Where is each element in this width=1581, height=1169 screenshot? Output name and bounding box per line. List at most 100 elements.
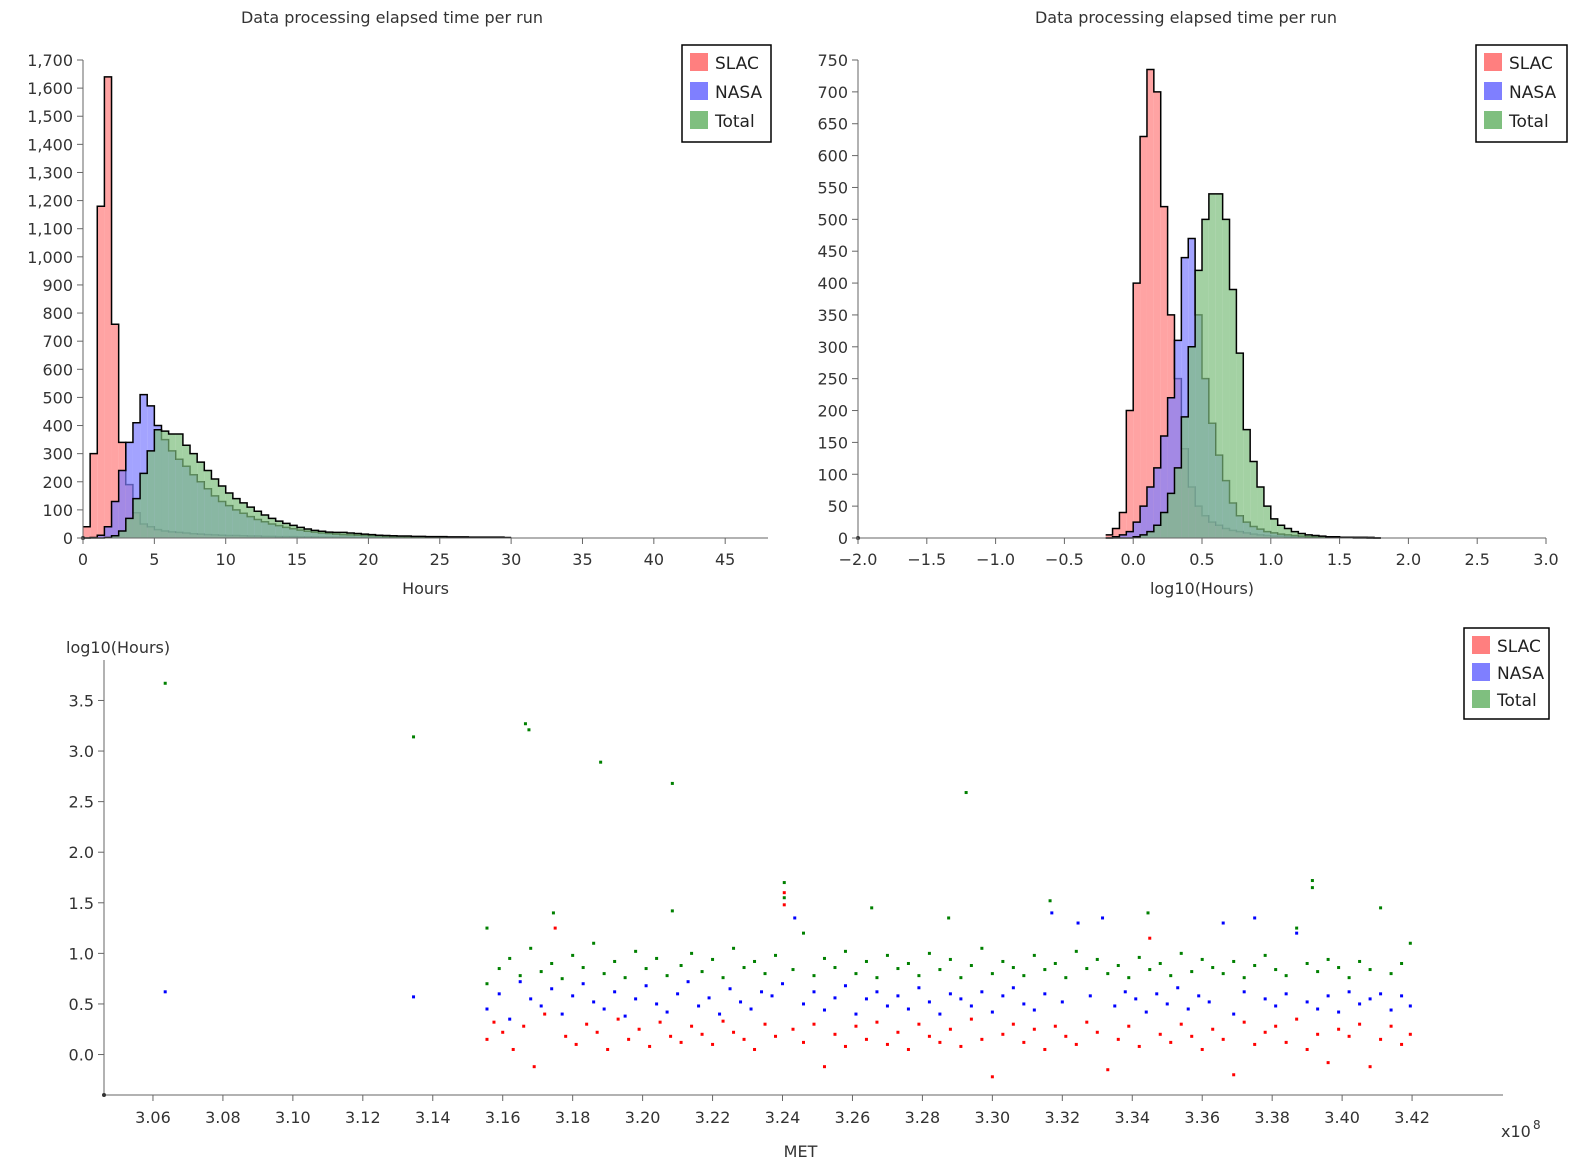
scatter-point: [485, 1037, 489, 1041]
scatter-point: [497, 967, 501, 971]
series-nasa: [163, 911, 1412, 1021]
legend-swatch-nasa: [1484, 82, 1502, 100]
scatter-point: [412, 735, 416, 739]
x-tick-label: 3.06: [135, 1108, 171, 1127]
x-tick-label: 3.08: [205, 1108, 241, 1127]
x-axis-label: log10(Hours): [1150, 579, 1254, 598]
scatter-point: [492, 1020, 496, 1024]
x-tick-label: 0.0: [1120, 550, 1145, 569]
scatter-point: [637, 1027, 641, 1031]
scatter-point: [782, 903, 786, 907]
scatter-point: [822, 956, 826, 960]
scatter-point: [1316, 1007, 1320, 1011]
x-axis-multiplier: x10: [1501, 1122, 1531, 1141]
scatter-point: [875, 976, 879, 980]
histogram-bar: [1312, 535, 1319, 538]
scatter-point: [616, 1017, 620, 1021]
histogram-bar: [389, 535, 397, 538]
scatter-point: [1274, 1024, 1278, 1028]
scatter-point: [602, 972, 606, 976]
scatter-point: [864, 997, 868, 1001]
histogram-bar: [83, 526, 91, 538]
scatter-point: [634, 997, 638, 1001]
scatter-point: [753, 1047, 757, 1051]
scatter-point: [1389, 972, 1393, 976]
scatter-point: [1295, 1017, 1299, 1021]
scatter-point: [553, 926, 557, 930]
histogram-bar: [1119, 534, 1127, 538]
histogram-bar: [354, 533, 362, 538]
scatter-point: [948, 992, 952, 996]
y-tick-label: 800: [42, 304, 73, 323]
scatter-point: [990, 972, 994, 976]
legend-label-nasa: NASA: [715, 83, 762, 103]
scatter-point: [1001, 994, 1005, 998]
scatter-point: [980, 1037, 984, 1041]
legend-label-nasa: NASA: [1509, 83, 1556, 103]
scatter-point: [1284, 992, 1288, 996]
histogram-bar: [1146, 487, 1154, 538]
series-slac: [485, 891, 1412, 1079]
histogram-bar: [1181, 257, 1189, 538]
scatter-point: [802, 1002, 805, 1006]
scatter-point: [592, 941, 596, 945]
histogram-bar: [1160, 206, 1168, 538]
x-tick-label: 20: [358, 550, 378, 569]
scatter-point: [1043, 968, 1047, 972]
y-tick-label: 350: [817, 306, 848, 325]
y-tick-label: 50: [828, 497, 848, 516]
scatter-point: [1253, 964, 1257, 968]
scatter-point: [163, 681, 167, 685]
y-tick-label: 550: [817, 178, 848, 197]
scatter-point: [1326, 957, 1330, 961]
scatter-point: [875, 990, 879, 994]
scatter-point: [1043, 1047, 1047, 1051]
histogram-bar: [1167, 397, 1175, 538]
scatter-point: [551, 911, 555, 915]
histogram-bar: [232, 498, 240, 538]
scatter-point: [1158, 961, 1162, 965]
y-tick-label: 500: [42, 388, 73, 407]
scatter-point: [690, 951, 694, 955]
x-tick-label: 0.5: [1189, 550, 1214, 569]
histogram-bar: [104, 526, 112, 538]
y-tick-label: 1,500: [27, 107, 73, 126]
scatter-point: [1347, 976, 1351, 980]
x-tick-label: 3.16: [485, 1108, 521, 1127]
y-tick-label: 300: [817, 338, 848, 357]
scatter-point: [1316, 1032, 1320, 1036]
y-tick-label: 3.5: [69, 691, 94, 710]
histogram-bar: [1222, 219, 1230, 539]
scatter-point: [938, 1012, 942, 1016]
x-tick-label: 3.28: [905, 1108, 941, 1127]
y-tick-label: 200: [817, 402, 848, 421]
y-tick-label: 0: [838, 529, 848, 548]
scatter-point: [1400, 1042, 1404, 1046]
histogram-bar: [118, 470, 126, 538]
scatter-point: [1022, 1002, 1026, 1006]
scatter-point: [1368, 997, 1372, 1001]
y-tick-label: 0.5: [69, 995, 94, 1014]
histogram-bar: [297, 527, 305, 538]
scatter-point: [508, 956, 512, 960]
x-tick-label: 3.42: [1394, 1108, 1430, 1127]
scatter-point: [1088, 994, 1092, 998]
scatter-point: [592, 1000, 596, 1004]
scatter-point: [518, 980, 522, 984]
histogram-bar: [418, 536, 426, 538]
scatter-point: [1232, 1012, 1236, 1016]
y-tick-label: 1,000: [27, 248, 73, 267]
histogram-bar: [1174, 340, 1182, 538]
scatter-point: [1389, 1008, 1393, 1012]
y-axis-label: log10(Hours): [66, 638, 170, 657]
legend-label-nasa: NASA: [1497, 664, 1544, 684]
scatter-point: [782, 891, 786, 895]
scatter-point: [690, 1024, 694, 1028]
scatter-point: [623, 976, 627, 980]
scatter-point: [1113, 1004, 1117, 1008]
histogram-bar: [111, 324, 119, 538]
scatter-point: [1101, 916, 1105, 920]
histogram-bar: [132, 422, 141, 538]
scatter-point: [864, 1037, 868, 1041]
